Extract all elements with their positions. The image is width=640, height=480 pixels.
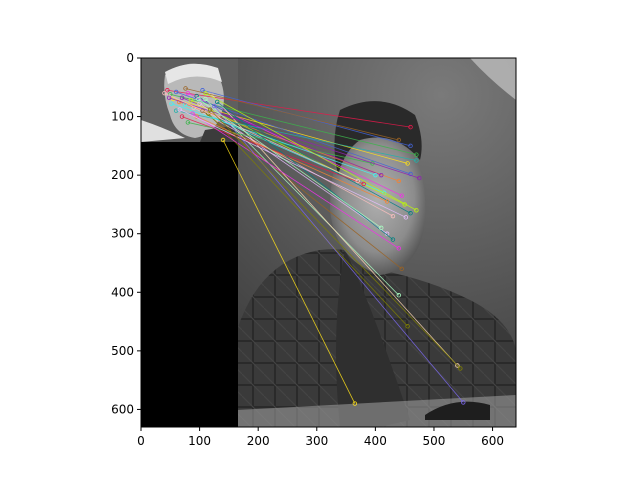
- match-keypoint-left: [162, 90, 167, 96]
- match-line: [192, 113, 400, 249]
- match-keypoint-right: [455, 363, 460, 368]
- match-keypoint-right: [390, 213, 396, 219]
- match-line: [179, 109, 407, 218]
- match-keypoint-left: [165, 88, 170, 93]
- x-tick-label: 600: [481, 434, 504, 448]
- match-keypoint-right: [458, 366, 463, 371]
- image-axes: [141, 58, 516, 427]
- y-tick-label: 500: [111, 344, 134, 358]
- match-keypoint-left: [166, 95, 172, 101]
- match-keypoint-left: [183, 86, 188, 91]
- match-line: [216, 101, 394, 240]
- match-keypoint-left: [220, 137, 226, 143]
- match-keypoint-right: [399, 266, 404, 272]
- match-keypoint-left: [200, 88, 205, 93]
- match-keypoint-left: [169, 101, 174, 106]
- match-keypoint-right: [396, 246, 402, 251]
- match-keypoint-right: [384, 199, 390, 204]
- match-line: [205, 98, 400, 296]
- y-axis: 0 100 200 300 400 500 600: [111, 51, 141, 416]
- match-keypoint-right: [352, 401, 358, 406]
- match-keypoint-left: [179, 114, 185, 119]
- keypoint-matches: [162, 86, 466, 406]
- match-keypoint-right: [408, 171, 413, 177]
- x-tick-label: 0: [137, 434, 145, 448]
- y-tick-label: 300: [111, 227, 134, 241]
- match-line: [208, 113, 408, 327]
- y-tick-label: 200: [111, 168, 134, 182]
- match-keypoint-left: [196, 96, 201, 102]
- match-line: [196, 116, 388, 202]
- match-keypoint-right: [373, 172, 378, 178]
- match-line: [164, 92, 358, 182]
- match-line: [171, 103, 376, 176]
- match-line: [167, 89, 411, 128]
- match-keypoint-right: [417, 175, 422, 181]
- match-keypoint-left: [185, 90, 191, 96]
- match-keypoint-right: [390, 237, 396, 242]
- match-keypoint-left: [197, 101, 202, 106]
- match-keypoint-left: [177, 107, 182, 112]
- match-keypoint-left: [173, 89, 179, 95]
- axes-frame: [140, 57, 517, 428]
- match-line: [205, 92, 417, 211]
- match-keypoint-left: [203, 96, 208, 102]
- match-keypoint-right: [414, 208, 419, 213]
- match-keypoint-right: [403, 215, 409, 220]
- match-line: [196, 95, 411, 214]
- inset-photo: [141, 58, 238, 427]
- x-axis: 0 100 200 300 400 500 600: [137, 427, 504, 448]
- match-line: [222, 139, 356, 404]
- x-tick-label: 300: [305, 434, 328, 448]
- match-keypoint-right: [355, 178, 360, 184]
- match-line: [202, 110, 402, 270]
- match-keypoint-right: [379, 225, 384, 231]
- match-line: [190, 99, 405, 205]
- match-keypoint-right: [461, 400, 466, 405]
- match-keypoint-right: [396, 137, 402, 143]
- y-tick-label: 0: [126, 51, 134, 65]
- match-keypoint-right: [405, 161, 410, 166]
- match-line: [187, 122, 373, 164]
- y-tick-label: 100: [111, 110, 134, 124]
- match-keypoint-right: [408, 124, 413, 130]
- x-tick-label: 200: [247, 434, 270, 448]
- match-line: [187, 92, 402, 197]
- match-keypoint-left: [179, 95, 185, 101]
- match-keypoint-right: [408, 143, 413, 149]
- match-keypoint-right: [361, 181, 366, 187]
- x-tick-label: 400: [364, 434, 387, 448]
- match-keypoint-right: [408, 211, 413, 216]
- y-tick-label: 400: [111, 285, 134, 299]
- match-keypoint-right: [399, 193, 404, 198]
- match-line: [213, 105, 464, 403]
- match-keypoint-left: [207, 107, 213, 112]
- match-keypoint-right: [396, 178, 402, 184]
- match-line: [198, 98, 382, 229]
- match-keypoint-right: [414, 158, 419, 163]
- match-line: [209, 109, 461, 369]
- match-line: [185, 88, 399, 141]
- match-line: [176, 91, 411, 175]
- match-keypoint-left: [185, 120, 191, 125]
- match-keypoint-left: [212, 103, 217, 109]
- x-tick-label: 500: [423, 434, 446, 448]
- match-line: [211, 94, 458, 366]
- match-keypoint-right: [379, 172, 384, 178]
- match-keypoint-right: [405, 324, 410, 329]
- match-keypoint-left: [188, 97, 194, 103]
- match-keypoint-right: [414, 152, 419, 157]
- match-keypoint-right: [396, 293, 402, 298]
- y-tick-label: 600: [111, 402, 134, 416]
- match-keypoint-left: [214, 99, 220, 105]
- x-tick-label: 100: [188, 434, 211, 448]
